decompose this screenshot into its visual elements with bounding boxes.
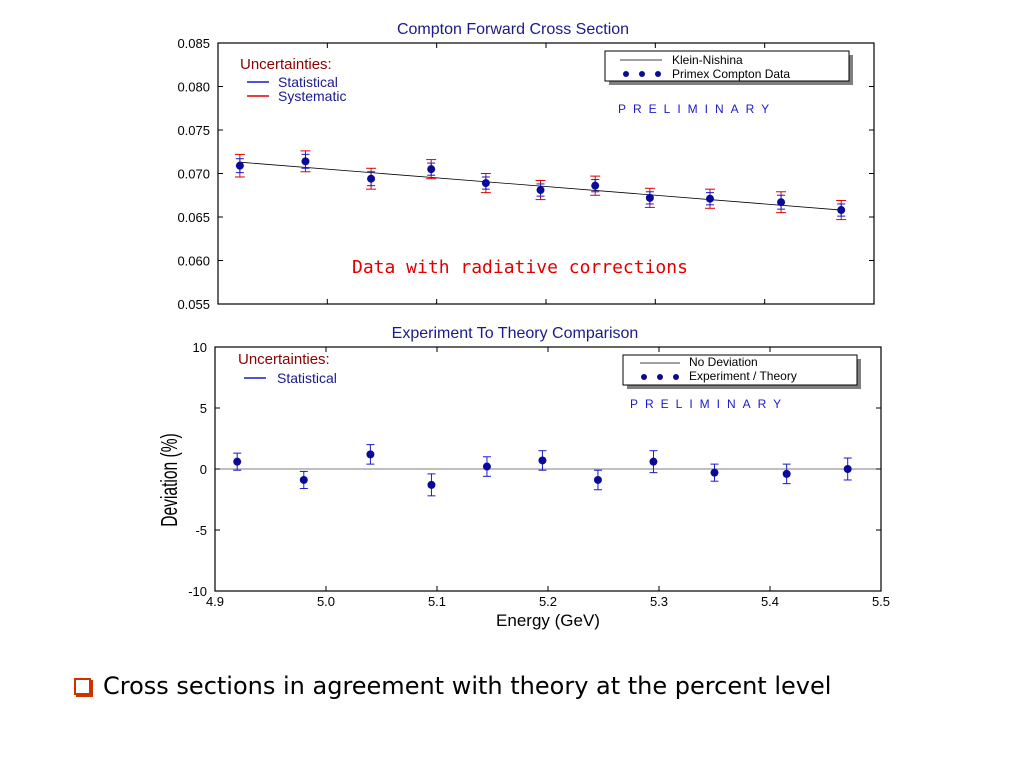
y-tick-label: -5 — [195, 523, 207, 538]
y-tick-label: 0.060 — [177, 254, 210, 269]
y-tick-label: 0.055 — [177, 297, 210, 312]
y-tick-label: 0.085 — [177, 36, 210, 51]
x-tick-label: 5.2 — [539, 594, 557, 609]
legend-entry-klein-nishina: Klein-Nishina — [672, 53, 743, 67]
y-tick-label: 0.075 — [177, 123, 210, 138]
legend-marker-symbol — [641, 374, 647, 380]
data-point — [427, 480, 436, 489]
x-axis-deviation: 4.9 5.0 5.1 5.2 5.3 5.4 5.5 — [206, 347, 890, 609]
x-axis-label: Energy (GeV) — [496, 611, 600, 630]
cross-section-chart: Compton Forward Cross Section 0.055 0.060… — [177, 21, 875, 312]
legend-deviation: No Deviation Experiment / Theory — [622, 354, 861, 389]
y-tick-label: 5 — [200, 401, 207, 416]
checkbox-bullet-icon — [74, 677, 91, 695]
deviation-chart: Experiment To Theory Comparison -10 -5 0 5 1… — [157, 325, 890, 630]
x-tick-label: 5.3 — [650, 594, 668, 609]
y-tick-label: 0.080 — [177, 80, 210, 95]
data-point — [706, 194, 714, 203]
data-point — [777, 198, 786, 207]
annotation-radiative-corrections: Data with radiative corrections — [352, 257, 688, 278]
legend-marker-symbol — [657, 374, 663, 380]
legend-entry-primex-data: Primex Compton Data — [672, 67, 790, 81]
data-point — [233, 457, 242, 466]
data-point — [710, 468, 719, 477]
data-point — [837, 206, 846, 215]
x-tick-label: 5.0 — [317, 594, 335, 609]
data-point — [367, 174, 376, 183]
legend-marker-symbol — [623, 71, 629, 77]
legend-marker-symbol — [639, 71, 645, 77]
data-point — [235, 161, 244, 170]
data-point — [301, 157, 310, 166]
y-tick-label: 0 — [200, 462, 207, 477]
data-point — [538, 456, 547, 465]
data-point — [481, 179, 490, 188]
legend-entry-no-deviation: No Deviation — [689, 355, 758, 369]
data-point — [536, 186, 545, 195]
legend-box — [604, 50, 850, 82]
legend-entry-experiment-theory: Experiment / Theory — [689, 369, 797, 383]
y-axis-label: Deviation (%) — [157, 433, 183, 526]
data-point — [427, 165, 436, 174]
series-layer-cross-section — [234, 150, 847, 221]
data-point — [366, 450, 375, 459]
uncertainty-statistical-label-deviation: Statistical — [277, 370, 337, 386]
y-axis-cross-section: 0.055 0.060 0.065 0.070 0.075 0.080 0.085 — [177, 36, 874, 312]
data-point — [782, 469, 791, 478]
legend-marker-symbol — [655, 71, 661, 77]
legend-marker-symbol — [673, 374, 679, 380]
x-tick-label: 5.5 — [872, 594, 890, 609]
uncertainties-title-deviation: Uncertainties: — [238, 351, 330, 368]
x-axis-cross-section — [326, 43, 766, 304]
uncertainties-title-cross-section: Uncertainties: — [240, 56, 332, 73]
data-point — [593, 475, 602, 484]
legend-box — [622, 354, 858, 386]
x-tick-label: 5.1 — [428, 594, 446, 609]
conclusion-bullet: Cross sections in agreement with theory … — [74, 672, 974, 700]
data-point — [645, 193, 654, 202]
conclusion-text: Cross sections in agreement with theory … — [103, 672, 832, 700]
chart-title-deviation: Experiment To Theory Comparison — [392, 325, 639, 342]
y-tick-label: 0.070 — [177, 167, 210, 182]
data-point — [843, 465, 852, 473]
preliminary-watermark-cross-section: PRELIMINARY — [618, 102, 776, 116]
data-point — [482, 462, 491, 471]
uncertainty-statistical-label: Statistical — [278, 74, 338, 90]
series-layer-deviation — [215, 444, 881, 497]
x-tick-label: 5.4 — [761, 594, 779, 609]
y-tick-label: -10 — [188, 584, 207, 599]
x-tick-label: 4.9 — [206, 594, 224, 609]
data-point — [591, 181, 600, 190]
legend-cross-section: Klein-Nishina Primex Compton Data — [604, 50, 853, 85]
y-axis-deviation: -10 -5 0 5 10 — [188, 340, 881, 599]
y-tick-label: 0.065 — [177, 210, 210, 225]
uncertainty-systematic-label: Systematic — [278, 88, 346, 104]
preliminary-watermark-deviation: PRELIMINARY — [630, 397, 788, 411]
data-point — [299, 475, 308, 484]
y-tick-label: 10 — [193, 340, 207, 355]
chart-title-cross-section: Compton Forward Cross Section — [397, 21, 629, 38]
data-point — [649, 457, 658, 466]
